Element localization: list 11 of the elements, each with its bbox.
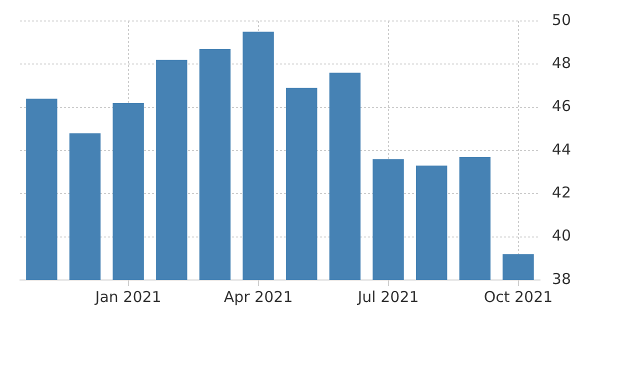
y-tick-label: 50 [552, 10, 572, 29]
y-tick-label: 42 [552, 184, 572, 202]
y-tick-label: 48 [552, 54, 572, 72]
x-tick-label: Apr 2021 [224, 288, 293, 306]
y-tick-label: 46 [552, 97, 572, 116]
y-tick-label: 38 [552, 270, 572, 288]
x-tick-label: Oct 2021 [484, 288, 553, 306]
y-tick-label: 40 [552, 226, 572, 245]
x-tick-label: Jan 2021 [94, 288, 162, 306]
y-tick-label: 44 [552, 140, 572, 158]
x-tick-label: Jul 2021 [356, 288, 419, 306]
